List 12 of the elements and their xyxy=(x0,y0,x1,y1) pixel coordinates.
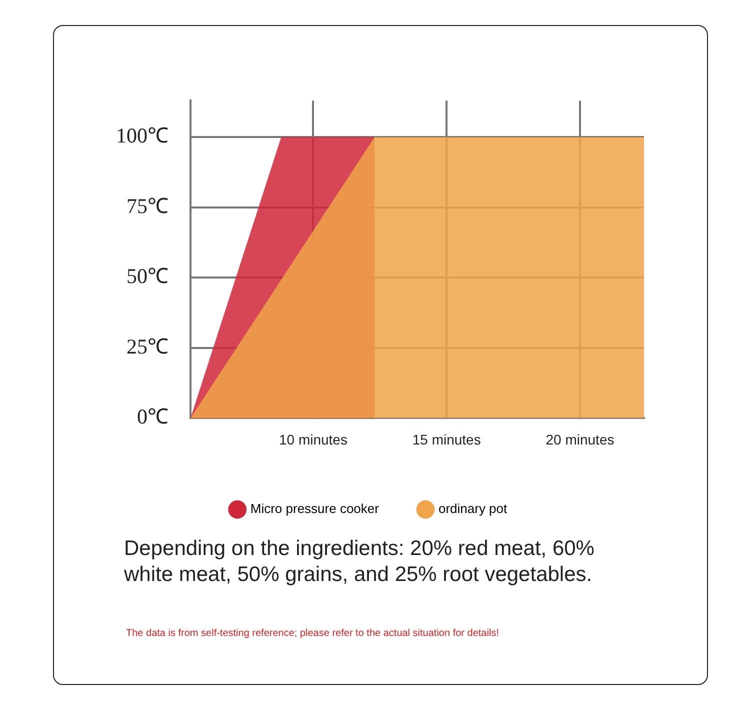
legend-label: ordinary pot xyxy=(438,501,508,516)
x-tick-label: 15 minutes xyxy=(412,431,481,448)
x-tick-label: 10 minutes xyxy=(278,431,348,448)
text: Depending on the ingredients: 20% red meat, 60% white meat, 50% grains, and 25% root vegetables. xyxy=(124,536,596,588)
y-tick-label: 75℃ xyxy=(126,194,168,218)
y-tick-label: 25℃ xyxy=(126,334,168,358)
y-tick-label: 0℃ xyxy=(137,404,168,429)
y-tick-label: 50℃ xyxy=(126,264,168,288)
x-tick-label: 20 minutes xyxy=(546,431,614,448)
y-tick-label: 100℃ xyxy=(116,124,168,148)
text: The data is from self-testing reference; please refer to the actual situation for details! xyxy=(126,628,500,639)
legend-label: Micro pressure cooker xyxy=(250,501,380,516)
